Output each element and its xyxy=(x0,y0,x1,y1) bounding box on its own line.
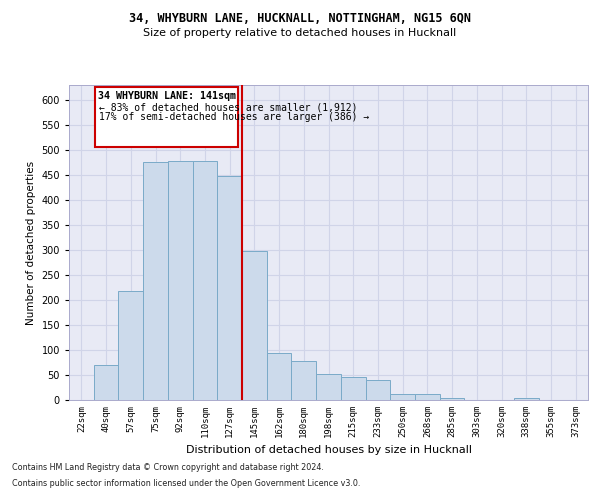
FancyBboxPatch shape xyxy=(95,88,238,148)
Bar xyxy=(514,398,539,400)
Bar xyxy=(217,176,242,400)
Text: 34 WHYBURN LANE: 141sqm: 34 WHYBURN LANE: 141sqm xyxy=(98,92,236,102)
Bar xyxy=(143,162,168,400)
Bar xyxy=(292,361,316,400)
Bar xyxy=(94,365,118,400)
Text: 34, WHYBURN LANE, HUCKNALL, NOTTINGHAM, NG15 6QN: 34, WHYBURN LANE, HUCKNALL, NOTTINGHAM, … xyxy=(129,12,471,26)
Bar xyxy=(365,380,390,400)
Bar xyxy=(193,161,217,400)
X-axis label: Distribution of detached houses by size in Hucknall: Distribution of detached houses by size … xyxy=(185,446,472,456)
Y-axis label: Number of detached properties: Number of detached properties xyxy=(26,160,36,324)
Text: Contains HM Land Registry data © Crown copyright and database right 2024.: Contains HM Land Registry data © Crown c… xyxy=(12,464,324,472)
Text: Size of property relative to detached houses in Hucknall: Size of property relative to detached ho… xyxy=(143,28,457,38)
Text: ← 83% of detached houses are smaller (1,912): ← 83% of detached houses are smaller (1,… xyxy=(98,102,357,113)
Bar xyxy=(341,376,365,400)
Bar xyxy=(242,251,267,400)
Bar xyxy=(440,398,464,400)
Bar xyxy=(415,394,440,400)
Text: 17% of semi-detached houses are larger (386) →: 17% of semi-detached houses are larger (… xyxy=(98,112,369,122)
Bar xyxy=(267,352,292,400)
Bar xyxy=(316,374,341,400)
Bar xyxy=(118,291,143,400)
Text: Contains public sector information licensed under the Open Government Licence v3: Contains public sector information licen… xyxy=(12,478,361,488)
Bar xyxy=(168,162,193,400)
Bar xyxy=(390,394,415,400)
